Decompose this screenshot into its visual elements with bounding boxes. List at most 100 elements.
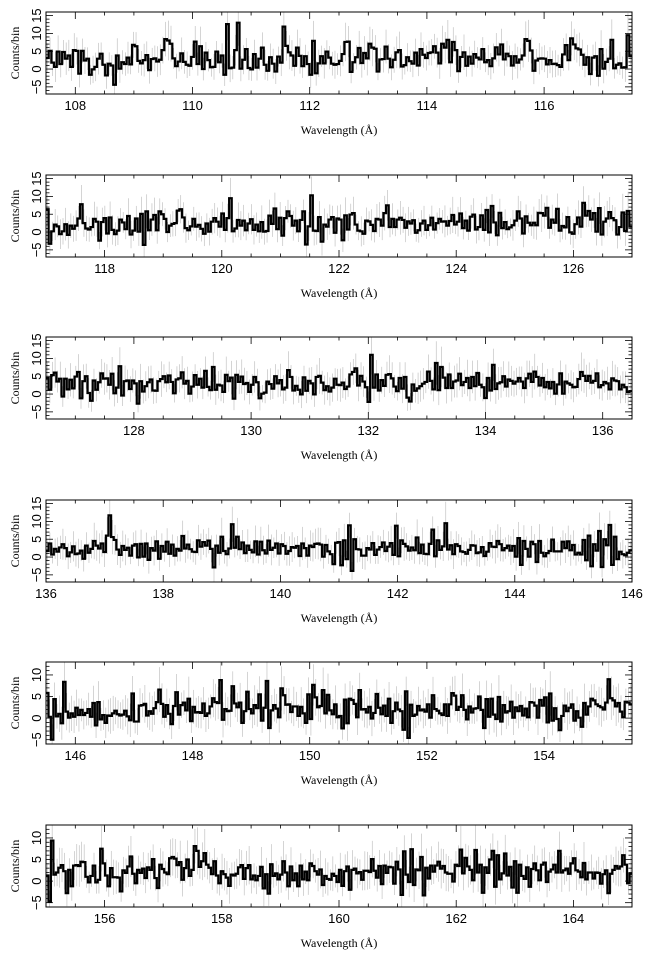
- spectrum-series-line: [46, 514, 632, 573]
- panel-3: 128 130 132 134 136 −5 0 5 10 15 Wavelength (Å) Cou…: [8, 333, 633, 462]
- y-axis: −5 0 5 10 15: [29, 496, 632, 583]
- y-tick-label: 0: [29, 714, 44, 721]
- y-tick-label: −5: [29, 567, 44, 582]
- x-tick-label: 134: [475, 423, 497, 438]
- x-tick-label: 140: [270, 586, 292, 601]
- y-tick-label: 5: [29, 373, 44, 380]
- y-tick-label: 15: [29, 333, 44, 347]
- x-tick-label: 150: [299, 748, 321, 763]
- panel-6: 156 158 160 162 164 −5 0 5 10 Wavelength (Å) Count…: [8, 824, 633, 950]
- panel-2: 118 120 122 124 126 −5 0 5 10 15 Wavelength (Å) Cou…: [8, 171, 633, 300]
- y-tick-label: 10: [29, 668, 44, 682]
- y-axis-label: Counts/bin: [8, 190, 22, 243]
- y-tick-label: 0: [29, 553, 44, 560]
- error-bars: [46, 500, 632, 582]
- y-axis-label: Counts/bin: [8, 677, 22, 730]
- y-axis-label: Counts/bin: [8, 515, 22, 568]
- x-tick-label: 142: [387, 586, 409, 601]
- x-tick-label: 162: [445, 911, 467, 926]
- x-tick-label: 136: [592, 423, 614, 438]
- x-tick-label: 146: [621, 586, 643, 601]
- x-axis: 136 138 140 142 144 146: [35, 500, 643, 601]
- x-tick-label: 126: [563, 261, 585, 276]
- y-tick-label: −5: [29, 79, 44, 94]
- y-axis: −5 0 5 10: [29, 824, 632, 910]
- plot-frame: [45, 11, 633, 95]
- x-tick-label: 154: [533, 748, 555, 763]
- y-tick-label: 15: [29, 171, 44, 185]
- y-axis: −5 0 5 10 15: [29, 8, 632, 95]
- y-tick-label: 5: [29, 211, 44, 218]
- x-axis: 108 110 112 114 116: [45, 12, 633, 113]
- spectrum-series-line: [46, 353, 632, 405]
- x-tick-label: 146: [64, 748, 86, 763]
- panel-1: 108 110 112 114 116 −5 0 5 10 15 Wavelength (Å) Cou…: [8, 8, 633, 137]
- y-tick-label: 5: [29, 856, 44, 863]
- x-axis: 118 120 122 124 126: [45, 175, 633, 276]
- x-tick-label: 152: [416, 748, 438, 763]
- x-axis-label: Wavelength (Å): [301, 611, 378, 625]
- y-tick-label: 5: [29, 536, 44, 543]
- y-tick-label: 5: [29, 48, 44, 55]
- x-tick-label: 110: [182, 98, 203, 113]
- x-tick-label: 136: [35, 586, 57, 601]
- y-axis-label: Counts/bin: [8, 27, 22, 80]
- y-axis: −5 0 5 10 15: [29, 333, 632, 420]
- y-axis-label: Counts/bin: [8, 840, 22, 893]
- y-tick-label: 0: [29, 228, 44, 235]
- x-tick-label: 112: [299, 98, 320, 113]
- x-axis-label: Wavelength (Å): [301, 773, 378, 787]
- x-tick-label: 158: [211, 911, 233, 926]
- spectrum-series-line: [46, 678, 632, 741]
- y-tick-label: 10: [29, 26, 44, 40]
- x-tick-label: 128: [123, 423, 145, 438]
- y-tick-label: 10: [29, 831, 44, 845]
- plot-frame: [45, 824, 633, 908]
- y-tick-label: 10: [29, 351, 44, 365]
- y-tick-label: 10: [29, 189, 44, 203]
- x-tick-label: 118: [94, 261, 115, 276]
- x-axis-label: Wavelength (Å): [301, 936, 378, 950]
- x-axis: 128 130 132 134 136: [45, 337, 633, 438]
- y-tick-label: −5: [29, 404, 44, 419]
- y-axis: −5 0 5 10: [29, 661, 632, 747]
- x-tick-label: 156: [94, 911, 116, 926]
- x-tick-label: 108: [64, 98, 86, 113]
- panel-4: 136 138 140 142 144 146 −5 0 5 10 15 Wavelength (Å)…: [8, 496, 643, 625]
- y-tick-label: −5: [29, 732, 44, 747]
- y-tick-label: 0: [29, 390, 44, 397]
- x-tick-label: 114: [417, 98, 438, 113]
- x-tick-label: 124: [445, 261, 467, 276]
- spectrum-series-line: [46, 21, 632, 86]
- y-axis-label: Counts/bin: [8, 352, 22, 405]
- x-axis-label: Wavelength (Å): [301, 123, 378, 137]
- spectrum-series-line: [46, 839, 632, 903]
- x-axis: 146 148 150 152 154: [45, 662, 633, 763]
- x-tick-label: 164: [563, 911, 585, 926]
- x-tick-label: 120: [211, 261, 233, 276]
- y-tick-label: −5: [29, 895, 44, 910]
- panel-5: 146 148 150 152 154 −5 0 5 10 Wavelength (Å) Count…: [8, 661, 633, 787]
- y-tick-label: 15: [29, 496, 44, 510]
- y-axis: −5 0 5 10 15: [29, 171, 632, 258]
- y-tick-label: 10: [29, 514, 44, 528]
- x-tick-label: 148: [182, 748, 204, 763]
- x-tick-label: 122: [328, 261, 350, 276]
- y-tick-label: −5: [29, 242, 44, 257]
- spectrum-series-line: [46, 194, 632, 246]
- y-tick-label: 0: [29, 877, 44, 884]
- x-tick-label: 160: [328, 911, 350, 926]
- x-tick-label: 138: [152, 586, 174, 601]
- error-bars: [46, 337, 632, 413]
- y-tick-label: 0: [29, 65, 44, 72]
- x-tick-label: 132: [357, 423, 379, 438]
- y-tick-label: 5: [29, 693, 44, 700]
- x-tick-label: 116: [534, 98, 555, 113]
- x-tick-label: 130: [240, 423, 262, 438]
- x-axis-label: Wavelength (Å): [301, 448, 378, 462]
- y-tick-label: 15: [29, 8, 44, 22]
- x-tick-label: 144: [504, 586, 526, 601]
- x-axis: 156 158 160 162 164: [45, 825, 633, 926]
